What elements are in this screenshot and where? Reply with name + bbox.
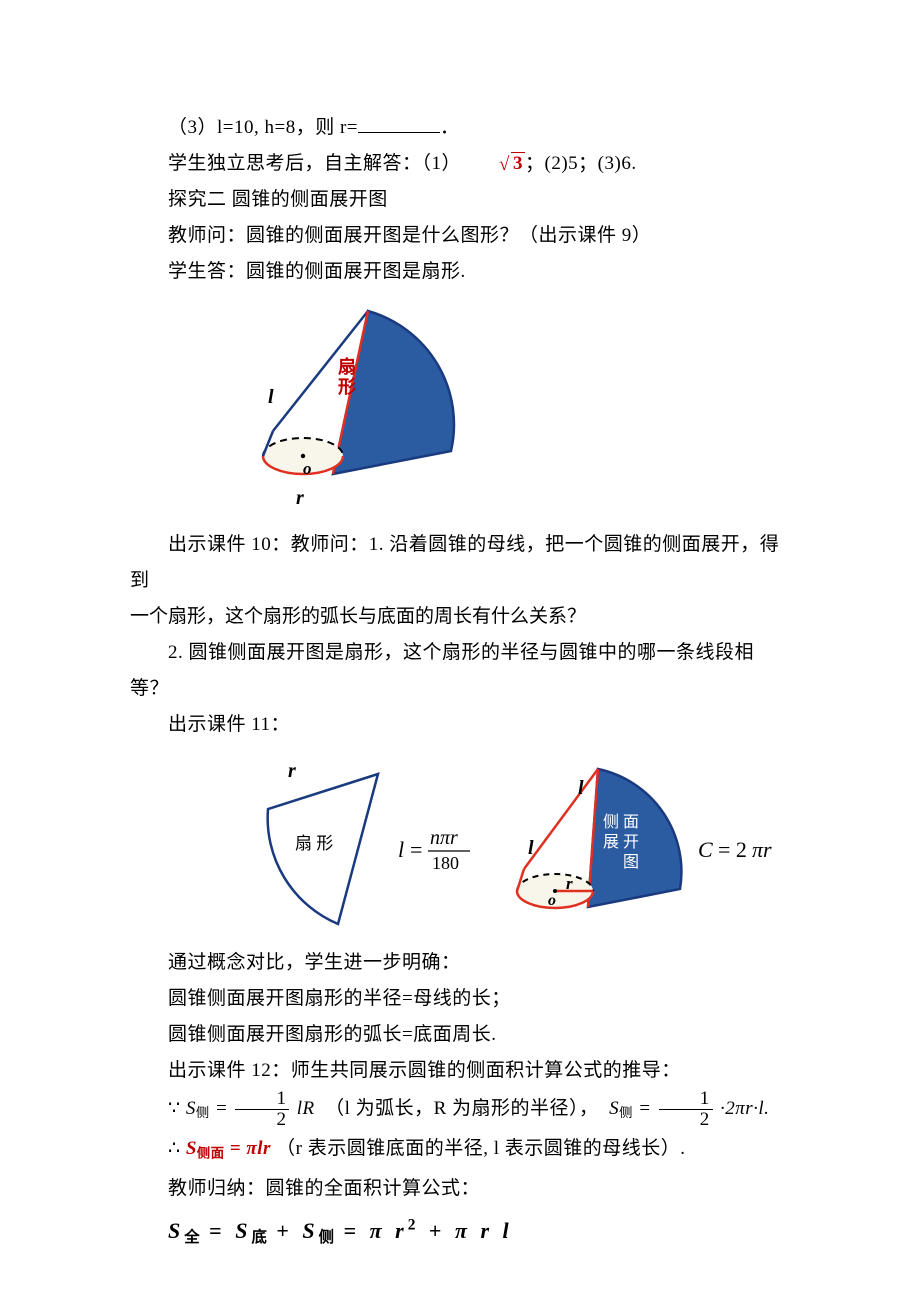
eq2-line: 圆锥侧面展开图扇形的弧长=底面周长. xyxy=(130,1017,790,1053)
right-label-o: o xyxy=(548,892,556,909)
s-sidearea: S xyxy=(186,1138,197,1159)
label-l: l xyxy=(268,386,274,408)
lr-1: lR xyxy=(297,1098,315,1119)
center-dot xyxy=(301,454,305,458)
d2-tail: （r 表示圆锥底面的半径, l 表示圆锥的母线长）. xyxy=(276,1138,685,1159)
out11: 出示课件 11： xyxy=(130,707,790,743)
left-label-sector: 扇 形 xyxy=(295,834,333,853)
q3-blank xyxy=(358,115,440,133)
formula-c: C xyxy=(698,837,713,862)
formula-l-den: 180 xyxy=(432,853,459,873)
right-label-r2: r xyxy=(566,874,573,893)
figure-1-svg: 扇 形 l o r xyxy=(248,296,478,521)
because-symbol: ∵ xyxy=(168,1098,181,1119)
stu-ans-tail: ；(2)5；(3)6. xyxy=(525,153,637,174)
eq1-line: 圆锥侧面展开图扇形的半径=母线的长； xyxy=(130,981,790,1017)
left-label-r: r xyxy=(288,760,296,782)
final-formula: S全 = S底 + S侧 = π r2 + π r l xyxy=(130,1207,790,1255)
question-3: （3）l=10, h=8，则 r= ． xyxy=(130,110,790,146)
s-side-2: S xyxy=(609,1098,619,1119)
stu-ans-prefix: 学生独立思考后，自主解答：（1） xyxy=(168,153,461,174)
right-label-l-side: l xyxy=(528,837,534,859)
formula-c-pi: πr xyxy=(752,837,772,862)
half-frac-2: 12 xyxy=(659,1089,713,1130)
right-side-t3: 图 xyxy=(623,854,639,871)
figure-2-svg: r 扇 形 l = nπr 180 l l 侧 面 xyxy=(248,749,828,939)
final-formula-text: S全 = S底 + S侧 = π r2 + π r l xyxy=(168,1218,513,1243)
right-side-t2: 展 开 xyxy=(603,834,639,851)
out10-b: 一个扇形，这个扇形的弧长与底面的周长有什么关系？ xyxy=(130,599,790,635)
figure-1-cone-unfold: 扇 形 l o r xyxy=(248,296,790,521)
s-side-1: S xyxy=(186,1098,196,1119)
question-2-text: 2. 圆锥侧面展开图是扇形，这个扇形的半径与圆锥中的哪一条线段相等？ xyxy=(130,635,790,707)
formula-l-eq: = xyxy=(410,837,422,862)
out12-line: 出示课件 12：师生共同展示圆锥的侧面积计算公式的推导： xyxy=(130,1053,790,1089)
eq-pilr: = πlr xyxy=(230,1138,271,1159)
derive-2: ∴ S侧面 = πlr （r 表示圆锥底面的半径, l 表示圆锥的母线长）. xyxy=(130,1131,790,1171)
right-side-t1: 侧 面 xyxy=(603,813,639,831)
sub-side-2: 侧 xyxy=(619,1105,633,1120)
right-label-l-top: l xyxy=(578,777,584,799)
derive-1: ∵ S侧 = 12 lR （l 为弧长，R 为扇形的半径）， S侧 = 12 ·… xyxy=(130,1089,790,1131)
teacher-q1: 教师问：圆锥的侧面展开图是什么图形？（出示课件 9） xyxy=(130,218,790,254)
student-answer: 学生独立思考后，自主解答：（1）√3；(2)5；(3)6. xyxy=(130,146,790,182)
therefore-symbol: ∴ xyxy=(168,1138,181,1159)
formula-l-lhs: l xyxy=(398,837,404,862)
d1a-text: （l 为弧长，R 为扇形的半径）， xyxy=(325,1098,598,1119)
label-sector-1: 扇 xyxy=(338,356,356,377)
q3-tail: ． xyxy=(440,117,460,138)
concept-line: 通过概念对比，学生进一步明确： xyxy=(130,945,790,981)
formula-l-num: nπr xyxy=(430,827,458,849)
section-2-title: 探究二 圆锥的侧面展开图 xyxy=(130,182,790,218)
label-o: o xyxy=(303,459,312,478)
sqrt-3: √3 xyxy=(461,146,525,182)
label-r: r xyxy=(296,487,304,509)
right-cone-group: l l 侧 面 展 开 图 r o xyxy=(517,769,681,909)
teacher-sum: 教师归纳：圆锥的全面积计算公式： xyxy=(130,1171,790,1207)
twopi-rl: ·2πr·l. xyxy=(720,1098,769,1119)
label-sector-2: 形 xyxy=(338,377,356,397)
q3-text: （3）l=10, h=8，则 r= xyxy=(168,117,358,138)
student-a1: 学生答：圆锥的侧面展开图是扇形. xyxy=(130,254,790,290)
document-page: （3）l=10, h=8，则 r= ． 学生独立思考后，自主解答：（1）√3；(2… xyxy=(0,0,920,1316)
eq-sym-1: = xyxy=(215,1098,234,1119)
sub-sidearea: 侧面 xyxy=(197,1145,225,1160)
formula-c-eq: = 2 xyxy=(718,837,747,862)
figure-2-pair: r 扇 形 l = nπr 180 l l 侧 面 xyxy=(248,749,790,939)
out10-a: 出示课件 10：教师问：1. 沿着圆锥的母线，把一个圆锥的侧面展开，得到 xyxy=(130,527,790,599)
sub-side-1: 侧 xyxy=(196,1105,210,1120)
eq-sym-2: = xyxy=(638,1098,657,1119)
half-frac-1: 12 xyxy=(235,1089,289,1130)
right-left-edge xyxy=(524,769,598,869)
